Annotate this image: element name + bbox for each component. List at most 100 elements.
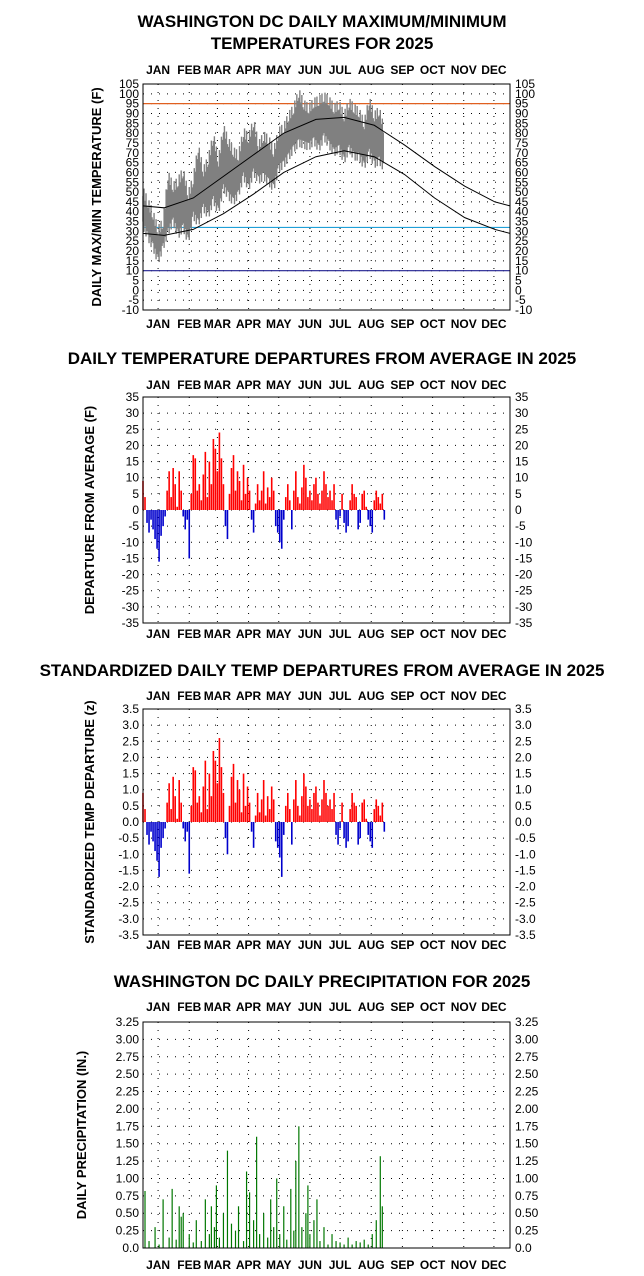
y-axis-label: STANDARDIZED TEMP DEPARTURE (z): [82, 700, 97, 943]
y-tick-label-right: 20: [515, 438, 529, 452]
month-label-bottom: AUG: [358, 627, 385, 641]
y-tick-label-right: 1.5: [515, 767, 532, 781]
y-tick-label-left: 0.5: [122, 799, 139, 813]
month-label-top: JUN: [298, 1000, 322, 1014]
y-tick-label-right: 2.50: [515, 1067, 539, 1081]
y-tick-label-left: 10: [126, 471, 140, 485]
y-tick-label-left: 3.0: [122, 718, 139, 732]
y-tick-label-right: 20: [515, 244, 529, 258]
y-tick-label-left: 0.25: [116, 1224, 140, 1238]
y-tick-label-left: 0: [132, 283, 139, 297]
y-tick-label-right: 50: [515, 185, 529, 199]
month-label-top: JUL: [329, 378, 352, 392]
y-tick-label-right: 2.0: [515, 750, 532, 764]
chart-panel-3: STANDARDIZED DAILY TEMP DEPARTURES FROM …: [40, 661, 605, 952]
month-label-bottom: MAY: [266, 938, 292, 952]
y-tick-label-left: 45: [126, 195, 140, 209]
y-tick-label-right: 10: [515, 264, 529, 278]
chart-title: WASHINGTON DC DAILY MAXIMUM/MINIMUM: [138, 12, 507, 31]
month-label-bottom: DEC: [481, 627, 507, 641]
y-tick-label-right: 0: [515, 503, 522, 517]
month-label-bottom: OCT: [420, 317, 446, 331]
y-tick-label-right: 40: [515, 205, 529, 219]
y-tick-label-left: 105: [119, 77, 139, 91]
grid: [143, 1021, 510, 1249]
month-label-bottom: NOV: [451, 317, 477, 331]
y-tick-label-right: 15: [515, 254, 529, 268]
month-label-bottom: APR: [236, 627, 262, 641]
month-label-bottom: MAY: [266, 1258, 292, 1272]
y-tick-label-left: -1.5: [118, 863, 139, 877]
y-tick-label-right: 2.5: [515, 734, 532, 748]
plot-frame: [142, 708, 511, 936]
month-label-top: AUG: [358, 63, 385, 77]
y-tick-label-left: -5: [128, 519, 139, 533]
y-tick-label-left: -30: [122, 600, 140, 614]
month-label-top: FEB: [177, 1000, 201, 1014]
y-tick-label-right: -1.5: [515, 863, 536, 877]
y-tick-label-left: 2.0: [122, 750, 139, 764]
month-label-bottom: SEP: [390, 317, 414, 331]
y-tick-label-left: 1.0: [122, 783, 139, 797]
y-axis-label: DEPARTURE FROM AVERAGE (F): [82, 406, 97, 614]
y-tick-label-left: 0.0: [122, 815, 139, 829]
y-tick-label-left: -15: [122, 551, 140, 565]
y-tick-label-right: 1.75: [515, 1119, 539, 1133]
y-tick-label-right: 80: [515, 126, 529, 140]
y-tick-label-right: 0.0: [515, 815, 532, 829]
month-label-top: SEP: [390, 1000, 414, 1014]
y-tick-label-left: -3.0: [118, 912, 139, 926]
y-tick-label-left: 3.25: [116, 1015, 140, 1029]
month-label-bottom: APR: [236, 938, 262, 952]
y-tick-label-right: 2.00: [515, 1102, 539, 1116]
y-tick-label-right: 1.0: [515, 783, 532, 797]
month-label-bottom: JUL: [329, 317, 352, 331]
y-tick-label-left: 40: [126, 205, 140, 219]
plot-frame: [142, 83, 511, 311]
month-label-bottom: MAR: [204, 1258, 232, 1272]
y-tick-label-left: 2.5: [122, 734, 139, 748]
y-tick-label-left: 25: [126, 422, 140, 436]
y-tick-label-right: 85: [515, 116, 529, 130]
y-tick-label-left: 55: [126, 175, 140, 189]
month-label-bottom: APR: [236, 317, 262, 331]
y-tick-label-left: 5: [132, 274, 139, 288]
month-label-bottom: AUG: [358, 938, 385, 952]
y-tick-label-right: -2.0: [515, 880, 536, 894]
month-label-bottom: FEB: [177, 317, 201, 331]
y-tick-label-left: 3.5: [122, 702, 139, 716]
y-tick-label-left: 20: [126, 438, 140, 452]
y-tick-label-left: -3.5: [118, 928, 139, 942]
month-label-top: MAR: [204, 63, 232, 77]
y-tick-label-right: -30: [515, 600, 533, 614]
month-label-top: DEC: [481, 63, 507, 77]
y-tick-label-right: 0.25: [515, 1224, 539, 1238]
month-label-top: APR: [236, 378, 262, 392]
y-tick-label-left: 25: [126, 234, 140, 248]
y-tick-label-right: 3.5: [515, 702, 532, 716]
month-label-top: MAY: [266, 63, 292, 77]
plot-frame: [142, 1021, 511, 1249]
month-label-bottom: DEC: [481, 938, 507, 952]
month-label-top: FEB: [177, 378, 201, 392]
y-tick-label-right: 1.50: [515, 1137, 539, 1151]
chart-panel-1: WASHINGTON DC DAILY MAXIMUM/MINIMUM TEMPE…: [89, 12, 535, 331]
y-tick-label-left: 80: [126, 126, 140, 140]
y-tick-label-right: 25: [515, 234, 529, 248]
month-label-bottom: MAR: [204, 938, 232, 952]
month-label-top: MAR: [204, 1000, 232, 1014]
y-tick-label-right: -20: [515, 568, 533, 582]
month-label-top: JUN: [298, 63, 322, 77]
month-label-top: JAN: [146, 689, 170, 703]
month-label-bottom: SEP: [390, 938, 414, 952]
month-label-top: JUN: [298, 378, 322, 392]
month-label-bottom: AUG: [358, 317, 385, 331]
month-label-top: MAR: [204, 378, 232, 392]
y-tick-label-right: 95: [515, 97, 529, 111]
y-tick-label-left: 30: [126, 406, 140, 420]
month-label-bottom: JUL: [329, 938, 352, 952]
y-tick-label-right: -0.5: [515, 831, 536, 845]
y-tick-label-left: 65: [126, 156, 140, 170]
y-tick-label-left: 3.00: [116, 1032, 140, 1046]
month-label-top: SEP: [390, 63, 414, 77]
